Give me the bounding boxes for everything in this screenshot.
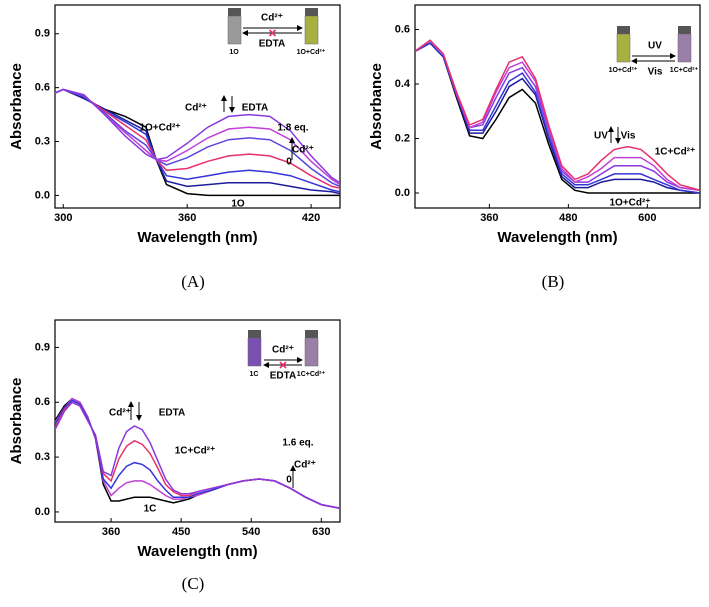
annotation: 1O+Cd²⁺ xyxy=(609,198,650,209)
vial-cap xyxy=(305,330,318,338)
vial xyxy=(304,337,319,367)
x-tick-label: 300 xyxy=(54,212,72,224)
annotation: Cd²⁺ xyxy=(109,408,131,419)
annotation: UV xyxy=(594,131,608,142)
y-tick-label: 0.0 xyxy=(395,187,410,199)
annotation: 1.8 eq. xyxy=(277,123,308,134)
vial-cap xyxy=(678,26,691,34)
x-axis-title: Wavelength (nm) xyxy=(137,543,257,560)
cross-mark xyxy=(268,29,277,37)
y-axis-title: Absorbance xyxy=(8,378,25,465)
vial-cap xyxy=(617,26,630,34)
inset-label: UV xyxy=(648,41,662,52)
spectrum-line xyxy=(55,88,340,189)
inset-label: 1C+Cd²⁺ xyxy=(670,67,699,74)
annotation: 1C xyxy=(144,504,157,515)
spectrum-line xyxy=(55,88,340,184)
plot-frame xyxy=(54,4,341,209)
annotation: Cd²⁺ xyxy=(294,460,316,471)
y-tick-label: 0.2 xyxy=(395,132,410,144)
annotation: 0 xyxy=(286,475,292,486)
inset-label: Cd²⁺ xyxy=(272,345,294,356)
y-tick-label: 0.6 xyxy=(395,23,410,35)
spectrum-line xyxy=(415,42,700,194)
vial-cap xyxy=(228,8,241,16)
y-axis-title: Absorbance xyxy=(368,63,385,150)
spectrum-line xyxy=(415,42,700,194)
spectrum-line xyxy=(415,39,700,192)
inset-label: 1C xyxy=(250,371,259,378)
cross-mark xyxy=(279,361,287,369)
inset-label: 1O+Cd²⁺ xyxy=(609,67,638,74)
inset-label: EDTA xyxy=(259,39,285,50)
x-tick-label: 480 xyxy=(559,212,577,224)
vial-cap xyxy=(305,8,318,16)
x-axis-title: Wavelength (nm) xyxy=(137,229,257,246)
vial-cap xyxy=(248,330,261,338)
inset-label: Vis xyxy=(648,67,663,78)
annotation: 1.6 eq. xyxy=(282,438,313,449)
annotation: 1C+Cd²⁺ xyxy=(175,446,216,457)
spectrum-line xyxy=(55,401,340,510)
y-tick-label: 0.4 xyxy=(395,78,411,90)
inset-label: 1C+Cd²⁺ xyxy=(297,371,326,378)
annotation: 0 xyxy=(286,157,292,168)
annotation: Cd²⁺ xyxy=(185,103,207,114)
x-tick-label: 360 xyxy=(178,212,196,224)
x-tick-label: 360 xyxy=(480,212,498,224)
annotation: EDTA xyxy=(159,408,185,419)
y-tick-label: 0.3 xyxy=(35,451,50,463)
panel-label: (C) xyxy=(182,574,205,593)
inset-label: Cd²⁺ xyxy=(261,13,283,24)
vial xyxy=(677,33,692,63)
inset-label: 1O+Cd²⁺ xyxy=(297,49,326,56)
annotation: 1O+Cd²⁺ xyxy=(139,123,180,134)
x-tick-label: 450 xyxy=(172,526,190,538)
x-tick-label: 630 xyxy=(312,526,330,538)
annotation: Cd²⁺ xyxy=(292,145,314,156)
panel-label: (B) xyxy=(542,272,565,291)
vial xyxy=(247,337,262,367)
inset-label: EDTA xyxy=(270,371,296,382)
plot-frame xyxy=(414,4,701,209)
vial xyxy=(304,15,319,45)
inset-label: 1O xyxy=(229,49,239,56)
y-tick-label: 0.6 xyxy=(35,396,50,408)
annotation: Vis xyxy=(621,131,636,142)
x-tick-label: 540 xyxy=(242,526,260,538)
x-tick-label: 600 xyxy=(638,212,656,224)
annotation: 1C+Cd²⁺ xyxy=(655,147,696,158)
spectrum-line xyxy=(415,42,700,194)
x-axis-title: Wavelength (nm) xyxy=(497,229,617,246)
panel-label: (A) xyxy=(181,272,205,291)
y-axis-title: Absorbance xyxy=(8,63,25,150)
y-tick-label: 0.0 xyxy=(35,189,50,201)
annotation: EDTA xyxy=(242,103,268,114)
vial xyxy=(227,15,242,45)
y-tick-label: 0.6 xyxy=(35,82,50,94)
y-tick-label: 0.9 xyxy=(35,28,50,40)
y-tick-label: 0.9 xyxy=(35,341,50,353)
x-tick-label: 420 xyxy=(302,212,320,224)
x-tick-label: 360 xyxy=(102,526,120,538)
y-tick-label: 0.3 xyxy=(35,135,50,147)
annotation: 1O xyxy=(231,199,245,210)
vial xyxy=(616,33,631,63)
y-tick-label: 0.0 xyxy=(35,506,50,518)
